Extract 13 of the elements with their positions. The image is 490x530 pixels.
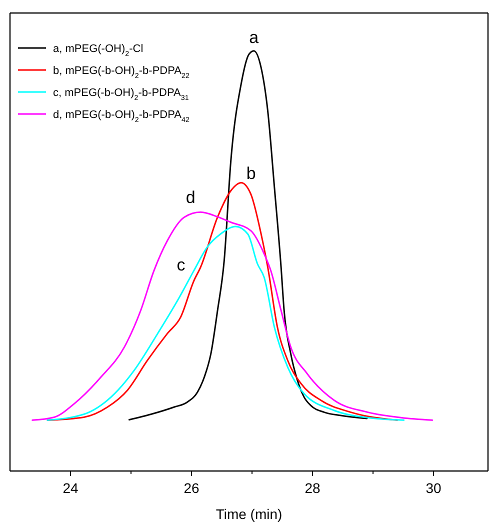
annotation: a: [249, 28, 260, 47]
legend-label: b, mPEG(-b-OH)$_{2}$-b-PDPA$_{22}$: [53, 65, 190, 80]
x-tick-label: 30: [426, 480, 442, 496]
x-axis-title: Time (min): [216, 506, 282, 522]
legend-label: d, mPEG(-b-OH)$_{2}$-b-PDPA$_{42}$: [53, 109, 190, 124]
annotation: b: [246, 164, 256, 183]
x-tick-label: 24: [62, 480, 79, 496]
legend-label: a, mPEG(-OH)$_{2}$-Cl: [53, 43, 144, 58]
annotation: c: [176, 256, 186, 275]
x-tick-label: 26: [184, 480, 200, 496]
legend-label: c, mPEG(-b-OH)$_{2}$-b-PDPA$_{31}$: [53, 87, 189, 102]
annotation: d: [186, 188, 196, 208]
x-tick-label: 28: [304, 480, 321, 496]
